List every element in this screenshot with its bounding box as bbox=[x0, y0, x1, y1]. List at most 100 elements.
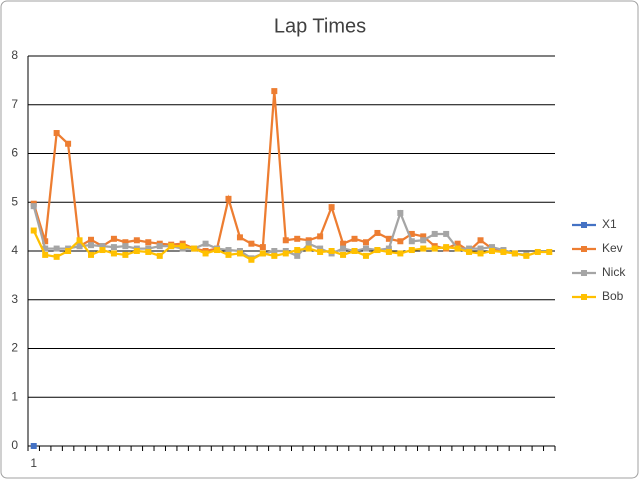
marker bbox=[225, 247, 232, 254]
marker bbox=[122, 243, 129, 250]
marker bbox=[88, 251, 95, 258]
marker bbox=[500, 248, 507, 255]
marker bbox=[328, 248, 335, 254]
legend-label: Nick bbox=[602, 265, 626, 279]
marker bbox=[156, 252, 163, 259]
series-line bbox=[32, 230, 550, 262]
marker bbox=[110, 250, 117, 257]
marker bbox=[488, 248, 495, 254]
marker bbox=[145, 239, 152, 246]
marker bbox=[30, 443, 37, 449]
marker bbox=[202, 240, 209, 247]
marker bbox=[534, 248, 541, 255]
marker bbox=[385, 235, 392, 242]
marker bbox=[53, 245, 60, 252]
legend-label: Kev bbox=[602, 241, 623, 255]
marker bbox=[362, 245, 369, 252]
marker bbox=[282, 237, 289, 244]
marker bbox=[225, 195, 232, 202]
marker bbox=[454, 240, 461, 247]
marker bbox=[317, 233, 324, 240]
marker bbox=[30, 203, 37, 210]
marker bbox=[30, 227, 37, 234]
marker bbox=[317, 245, 324, 252]
marker bbox=[397, 209, 404, 216]
marker bbox=[99, 243, 106, 250]
marker bbox=[351, 235, 358, 242]
marker bbox=[328, 204, 335, 211]
marker bbox=[110, 235, 117, 242]
y-tick-label: 1 bbox=[11, 389, 18, 403]
marker bbox=[76, 243, 83, 250]
marker bbox=[42, 238, 49, 245]
marker bbox=[477, 245, 484, 252]
y-tick-label: 5 bbox=[11, 194, 18, 208]
marker bbox=[374, 247, 381, 254]
marker bbox=[351, 248, 358, 254]
marker bbox=[133, 248, 140, 254]
marker bbox=[454, 245, 461, 252]
marker bbox=[340, 240, 347, 247]
marker bbox=[76, 237, 83, 244]
chart-title: Lap Times bbox=[274, 15, 366, 37]
marker bbox=[225, 251, 232, 258]
marker bbox=[397, 238, 404, 245]
marker bbox=[42, 245, 49, 252]
y-tick-label: 6 bbox=[11, 146, 18, 160]
marker bbox=[53, 253, 60, 260]
marker bbox=[271, 252, 278, 259]
marker bbox=[191, 245, 198, 252]
legend-label: X1 bbox=[602, 217, 617, 231]
marker bbox=[65, 248, 72, 254]
y-tick-label: 7 bbox=[11, 97, 18, 111]
marker bbox=[511, 250, 518, 257]
marker bbox=[408, 230, 415, 237]
marker bbox=[133, 237, 140, 244]
y-tick-label: 2 bbox=[11, 341, 18, 355]
marker bbox=[236, 234, 243, 241]
y-tick-label: 0 bbox=[11, 438, 18, 452]
marker bbox=[340, 245, 347, 252]
marker bbox=[145, 245, 152, 252]
y-tick-label: 8 bbox=[11, 48, 18, 62]
marker bbox=[110, 244, 117, 251]
marker bbox=[374, 229, 381, 236]
marker bbox=[202, 250, 209, 257]
marker bbox=[294, 235, 301, 242]
marker bbox=[477, 250, 484, 257]
marker bbox=[362, 252, 369, 259]
legend-marker bbox=[581, 294, 587, 300]
marker bbox=[408, 247, 415, 254]
marker bbox=[385, 248, 392, 255]
marker bbox=[420, 233, 427, 240]
marker bbox=[236, 250, 243, 257]
marker bbox=[271, 248, 278, 254]
marker bbox=[385, 245, 392, 252]
marker bbox=[546, 248, 553, 255]
marker bbox=[431, 230, 438, 237]
marker bbox=[248, 240, 255, 247]
marker bbox=[122, 251, 129, 258]
marker bbox=[305, 240, 312, 247]
marker bbox=[248, 256, 255, 263]
marker bbox=[305, 245, 312, 252]
legend-label: Bob bbox=[602, 289, 624, 303]
marker bbox=[271, 88, 278, 95]
marker bbox=[99, 247, 106, 254]
marker bbox=[145, 248, 152, 255]
marker bbox=[168, 243, 175, 250]
marker bbox=[294, 247, 301, 254]
marker bbox=[477, 237, 484, 244]
marker bbox=[340, 251, 347, 258]
x-tick-label: 1 bbox=[30, 456, 37, 470]
marker bbox=[42, 251, 49, 258]
marker bbox=[294, 252, 301, 259]
marker bbox=[305, 237, 312, 244]
marker bbox=[88, 242, 95, 249]
marker bbox=[179, 243, 186, 250]
marker bbox=[420, 245, 427, 252]
legend-marker bbox=[581, 246, 587, 252]
marker bbox=[259, 250, 266, 257]
